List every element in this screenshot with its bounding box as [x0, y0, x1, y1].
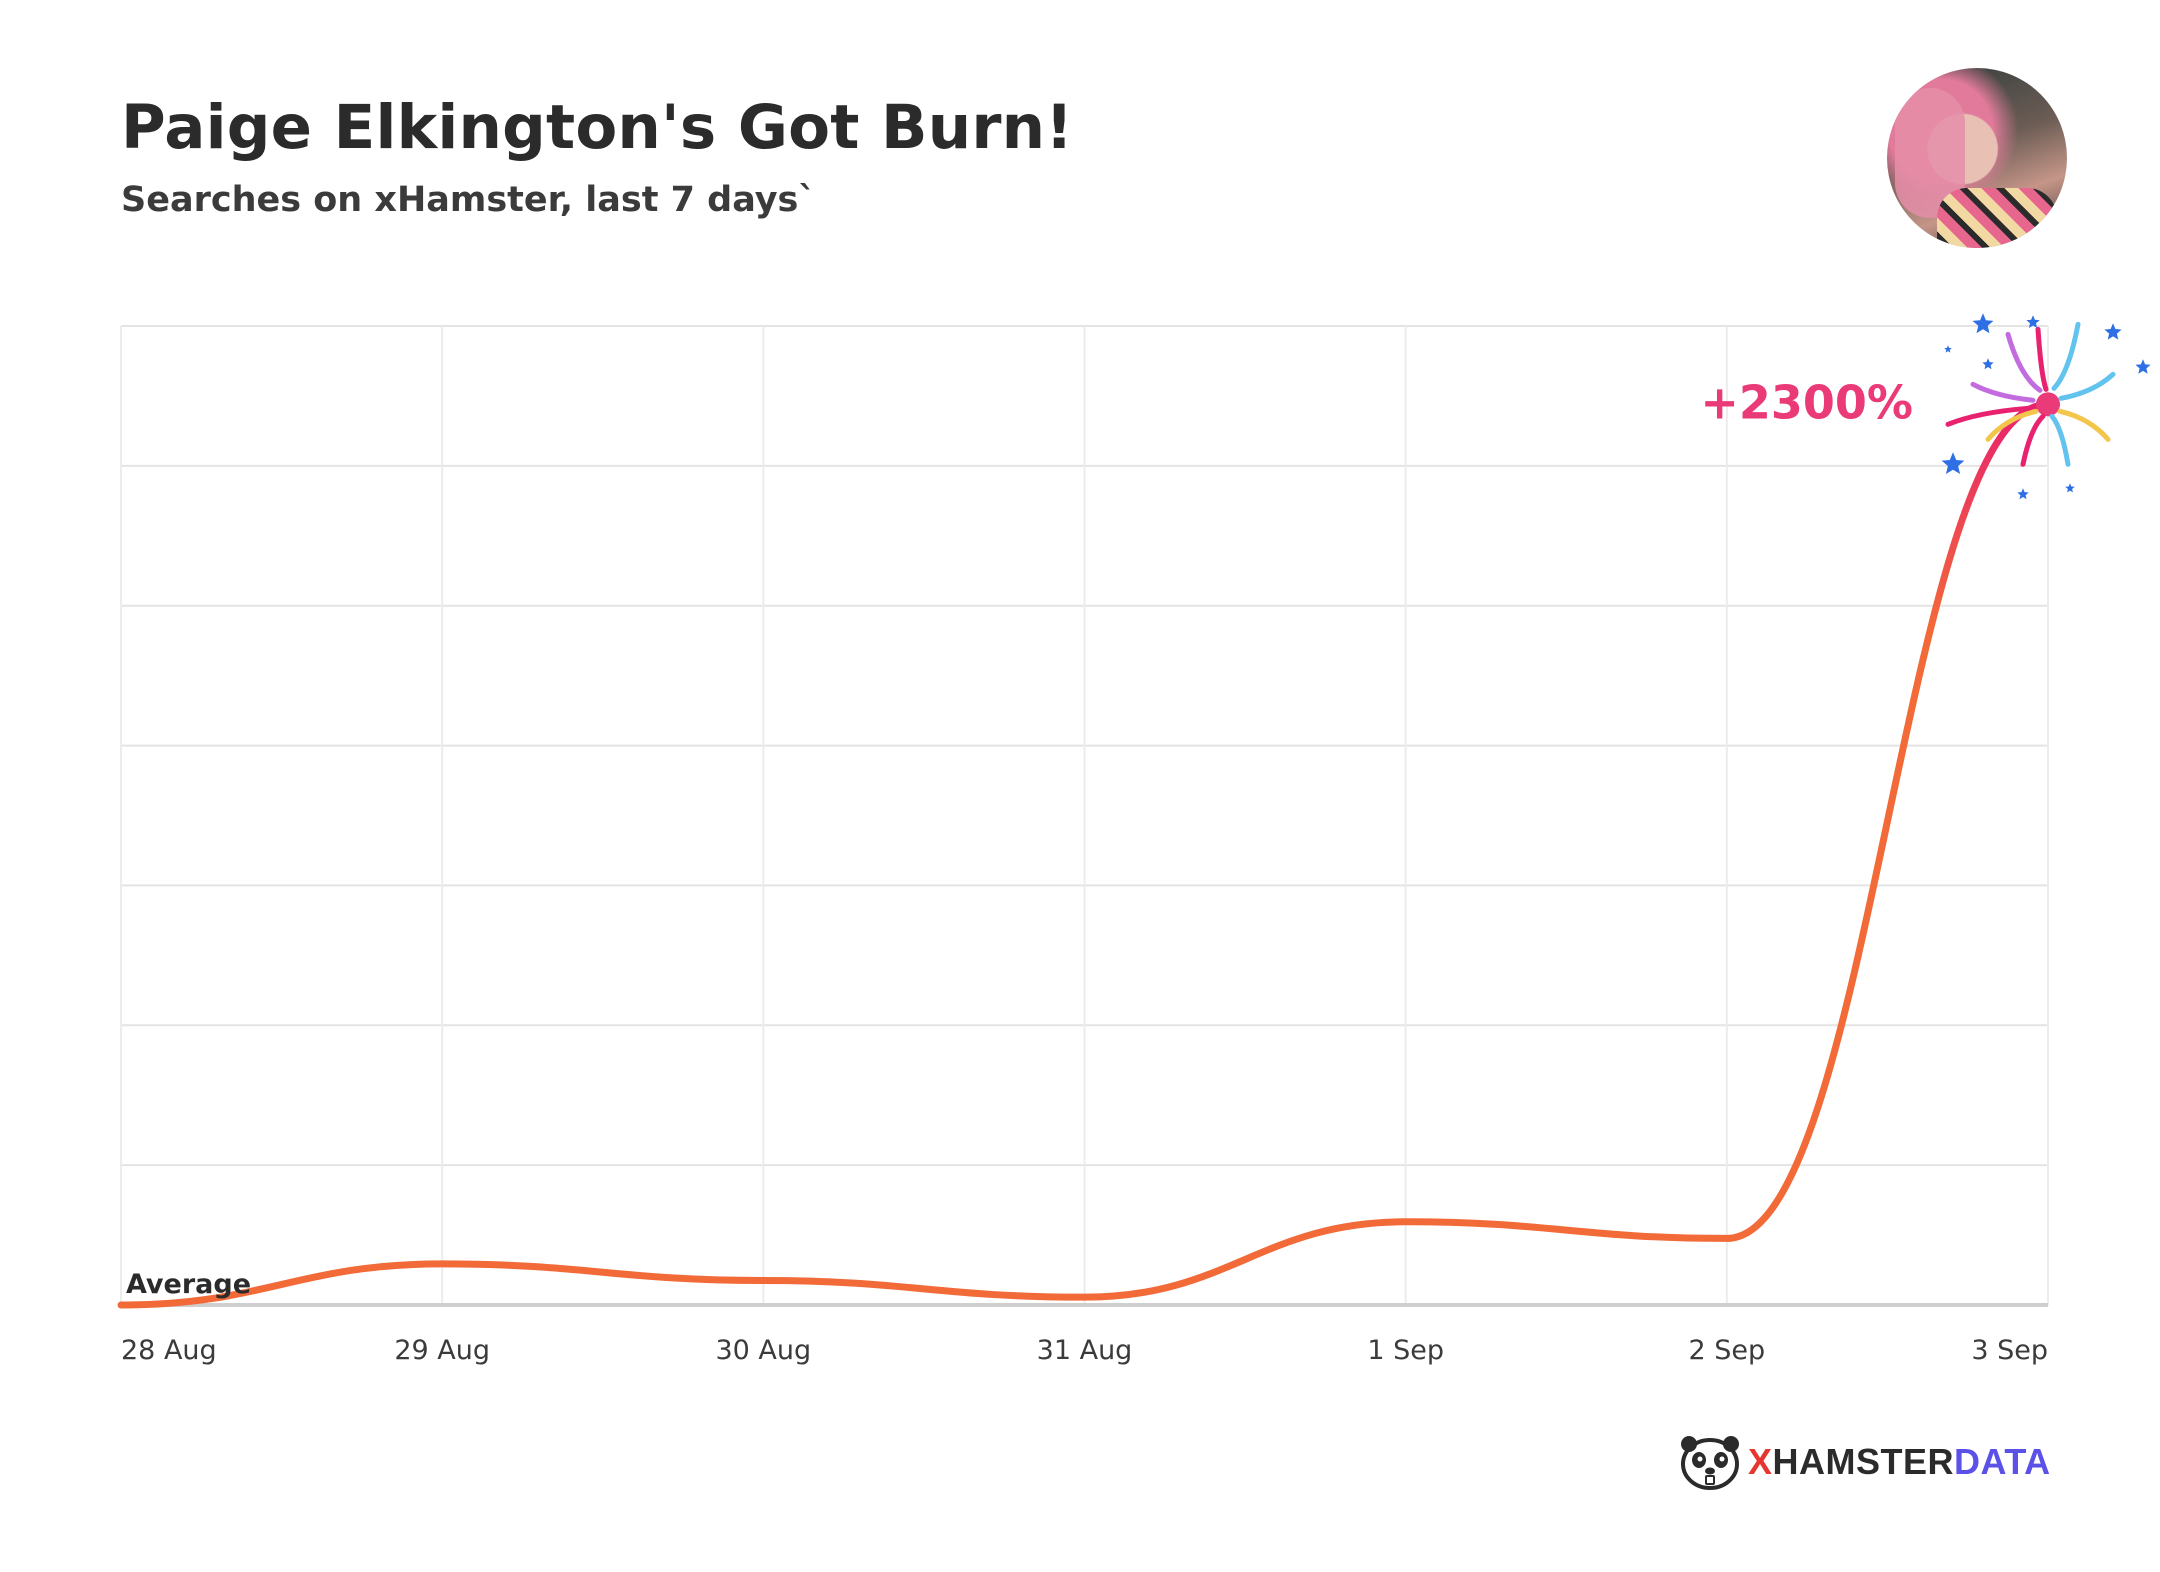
star-icon	[1972, 313, 1994, 334]
firework-ray	[2057, 408, 2111, 442]
x-tick-label: 31 Aug	[1037, 1335, 1133, 1366]
x-tick-label: 30 Aug	[715, 1335, 811, 1366]
star-icon	[2065, 483, 2075, 493]
firework-ray	[2005, 331, 2043, 393]
peak-dot	[2036, 392, 2060, 417]
x-tick-label: 29 Aug	[394, 1335, 490, 1366]
brand-x: X	[1748, 1441, 1773, 1482]
firework-ray	[2020, 413, 2046, 467]
firework-ray	[1985, 408, 2039, 442]
x-tick-label: 2 Sep	[1689, 1335, 1766, 1366]
x-tick-label: 28 Aug	[121, 1335, 217, 1366]
firework-ray	[2058, 371, 2116, 401]
x-tick-label: 3 Sep	[1971, 1335, 2048, 1366]
star-icon	[2104, 323, 2122, 340]
firework-ray	[2051, 321, 2081, 391]
star-icon	[1944, 345, 1952, 353]
chart-subtitle: Searches on xHamster, last 7 days`	[121, 180, 816, 220]
avatar	[1887, 68, 2067, 248]
firework-ray	[2049, 413, 2071, 467]
firework-ray	[1945, 405, 2031, 427]
peak-label: +2300%	[1700, 375, 1913, 429]
brand-hamster: HAMSTER	[1772, 1441, 1955, 1482]
chart-title: Paige Elkington's Got Burn!	[121, 92, 1074, 163]
star-icon	[2135, 359, 2151, 374]
brand-logo: XHAMSTERDATA	[1678, 1432, 2051, 1492]
series-line-path	[117, 400, 2052, 1309]
average-label: Average	[126, 1269, 251, 1300]
fireworks-icon	[1941, 313, 2151, 500]
firework-ray	[2035, 326, 2049, 392]
star-icon	[2026, 315, 2040, 328]
x-axis: 28 Aug 29 Aug 30 Aug 31 Aug 1 Sep 2 Sep 3 Sep	[121, 1303, 2048, 1366]
brand-data: DATA	[1954, 1441, 2051, 1482]
hamster-face-icon	[1681, 1436, 1739, 1490]
x-tick-label: 1 Sep	[1367, 1335, 1444, 1366]
firework-ray	[1970, 381, 2036, 403]
grid-lines	[120, 325, 2049, 1305]
series-line	[117, 400, 2052, 1309]
star-icon	[1982, 358, 1994, 370]
star-icon	[1941, 452, 1965, 474]
avatar-clothing-shape	[1937, 188, 2057, 248]
star-icon	[2017, 488, 2029, 500]
chart-labels: Average +2300%	[126, 375, 1913, 1300]
